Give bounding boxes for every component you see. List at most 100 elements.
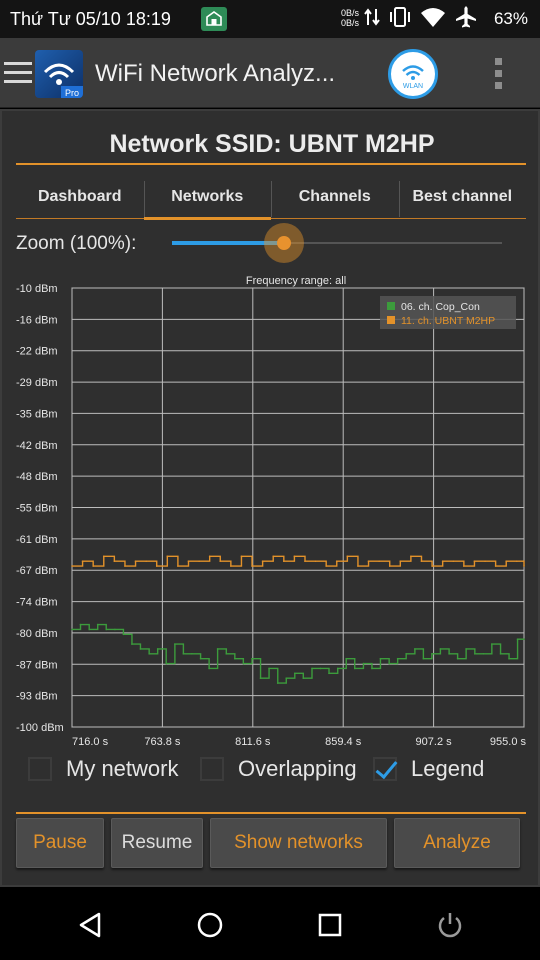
series-2-point <box>431 565 433 567</box>
data-arrows-icon <box>364 7 380 32</box>
recents-icon[interactable] <box>312 908 348 942</box>
legend-checkbox-box[interactable] <box>373 757 397 781</box>
series-1-point <box>345 657 348 660</box>
analyze-button[interactable]: Analyze <box>394 818 520 868</box>
series-1-point <box>379 657 382 660</box>
y-tick-label: -42 dBm <box>16 440 58 452</box>
series-1-point <box>276 682 279 684</box>
svg-text:Pro: Pro <box>65 88 79 98</box>
airplane-icon <box>454 5 478 34</box>
y-tick-label: -16 dBm <box>16 314 58 326</box>
show-networks-button[interactable]: Show networks <box>210 818 387 868</box>
chart-title: Frequency range: all <box>246 275 346 287</box>
zoom-slider[interactable] <box>172 223 502 263</box>
x-tick-label: 907.2 s <box>416 736 453 748</box>
series-1-point <box>268 667 270 670</box>
pause-button[interactable]: Pause <box>16 818 104 868</box>
series-1-point <box>225 653 228 655</box>
vibrate-icon <box>388 6 412 33</box>
tab-best-channel[interactable]: Best channel <box>398 175 527 219</box>
tab-channels[interactable]: Channels <box>271 175 399 219</box>
legend-checkbox[interactable]: Legend <box>373 751 484 787</box>
series-1-point <box>139 648 142 650</box>
series-1-point <box>491 643 493 645</box>
tab-bar: Dashboard Networks Channels Best channel <box>16 175 527 220</box>
home-icon[interactable] <box>192 908 228 942</box>
series-2-point <box>187 560 190 562</box>
series-2-point <box>420 560 423 562</box>
series-1-point <box>199 657 202 660</box>
series-1-point <box>508 657 510 660</box>
overflow-menu-icon[interactable] <box>494 58 504 92</box>
series-1-point <box>259 677 262 680</box>
tab-dashboard[interactable]: Dashboard <box>37 188 122 205</box>
series-2-point <box>92 565 94 567</box>
series-2-point <box>304 560 306 562</box>
y-tick-label: -87 dBm <box>16 659 58 671</box>
series-1-point <box>499 653 502 655</box>
series-1-point <box>431 653 433 655</box>
series-2-point <box>494 565 497 567</box>
zoom-slider-thumb[interactable] <box>264 223 305 263</box>
series-1-point <box>311 667 313 670</box>
network-speed: 0B/s 0B/s <box>341 8 359 28</box>
legend-swatch <box>387 316 395 324</box>
y-tick-label: -74 dBm <box>16 597 58 609</box>
series-2-point <box>388 565 391 567</box>
series-2-point <box>314 560 317 562</box>
y-tick-label: -10 dBm <box>16 283 58 295</box>
tab-networks[interactable]: Networks <box>143 175 272 220</box>
series-1-point <box>474 653 476 655</box>
y-tick-label: -22 dBm <box>16 346 58 358</box>
series-1-point <box>79 623 82 626</box>
series-1-point <box>353 667 356 670</box>
series-1-point <box>114 628 116 631</box>
my-network-checkbox-box[interactable] <box>28 757 52 781</box>
wifi-icon <box>420 6 446 33</box>
y-tick-label: -29 dBm <box>16 377 58 389</box>
series-2-point <box>272 555 275 558</box>
series-1-point <box>302 677 305 680</box>
y-tick-label: -55 dBm <box>16 503 58 515</box>
series-1-point <box>216 648 219 650</box>
series-2-point <box>283 560 285 562</box>
overlapping-checkbox[interactable]: Overlapping <box>200 751 357 787</box>
app-logo[interactable]: Pro <box>35 50 83 98</box>
series-2-point <box>399 560 402 562</box>
series-1-point <box>131 643 133 645</box>
back-icon[interactable] <box>72 908 108 942</box>
series-2-point <box>166 555 169 558</box>
status-bar: Thứ Tư 05/10 18:19 0B/s 0B/s 63% <box>0 0 540 38</box>
legend-label: Legend <box>411 756 485 781</box>
series-1-point <box>448 653 450 655</box>
series-1-point <box>336 667 339 670</box>
my-network-checkbox[interactable]: My network <box>28 751 178 787</box>
overlapping-checkbox-box[interactable] <box>200 757 224 781</box>
home-notification-icon <box>201 7 227 31</box>
series-1-point <box>465 648 467 650</box>
series-2-point <box>177 565 179 567</box>
wlan-badge-button[interactable]: WLAN <box>388 49 438 99</box>
series-1-point <box>523 638 525 640</box>
series-1-point <box>362 662 365 665</box>
series-1-point <box>234 657 236 660</box>
series-1-point <box>388 662 390 665</box>
resume-button[interactable]: Resume <box>111 818 203 868</box>
title-divider <box>16 163 526 165</box>
series-2-point <box>410 555 412 558</box>
series-1-point <box>414 648 416 650</box>
series-2-point <box>293 555 296 558</box>
power-icon[interactable] <box>432 908 468 942</box>
series-1-point <box>208 667 210 670</box>
series-2-point <box>473 560 476 562</box>
series-1-point <box>242 662 245 665</box>
hamburger-menu-icon[interactable] <box>4 62 32 86</box>
series-1-point <box>456 657 459 660</box>
x-tick-label: 763.8 s <box>144 736 181 748</box>
series-2-point <box>124 565 126 567</box>
y-tick-label: -100 dBm <box>16 722 64 734</box>
y-tick-label: -35 dBm <box>16 408 58 420</box>
x-tick-label: 955.0 s <box>490 736 527 748</box>
series-2-point <box>219 560 222 562</box>
series-2-point <box>367 560 370 562</box>
